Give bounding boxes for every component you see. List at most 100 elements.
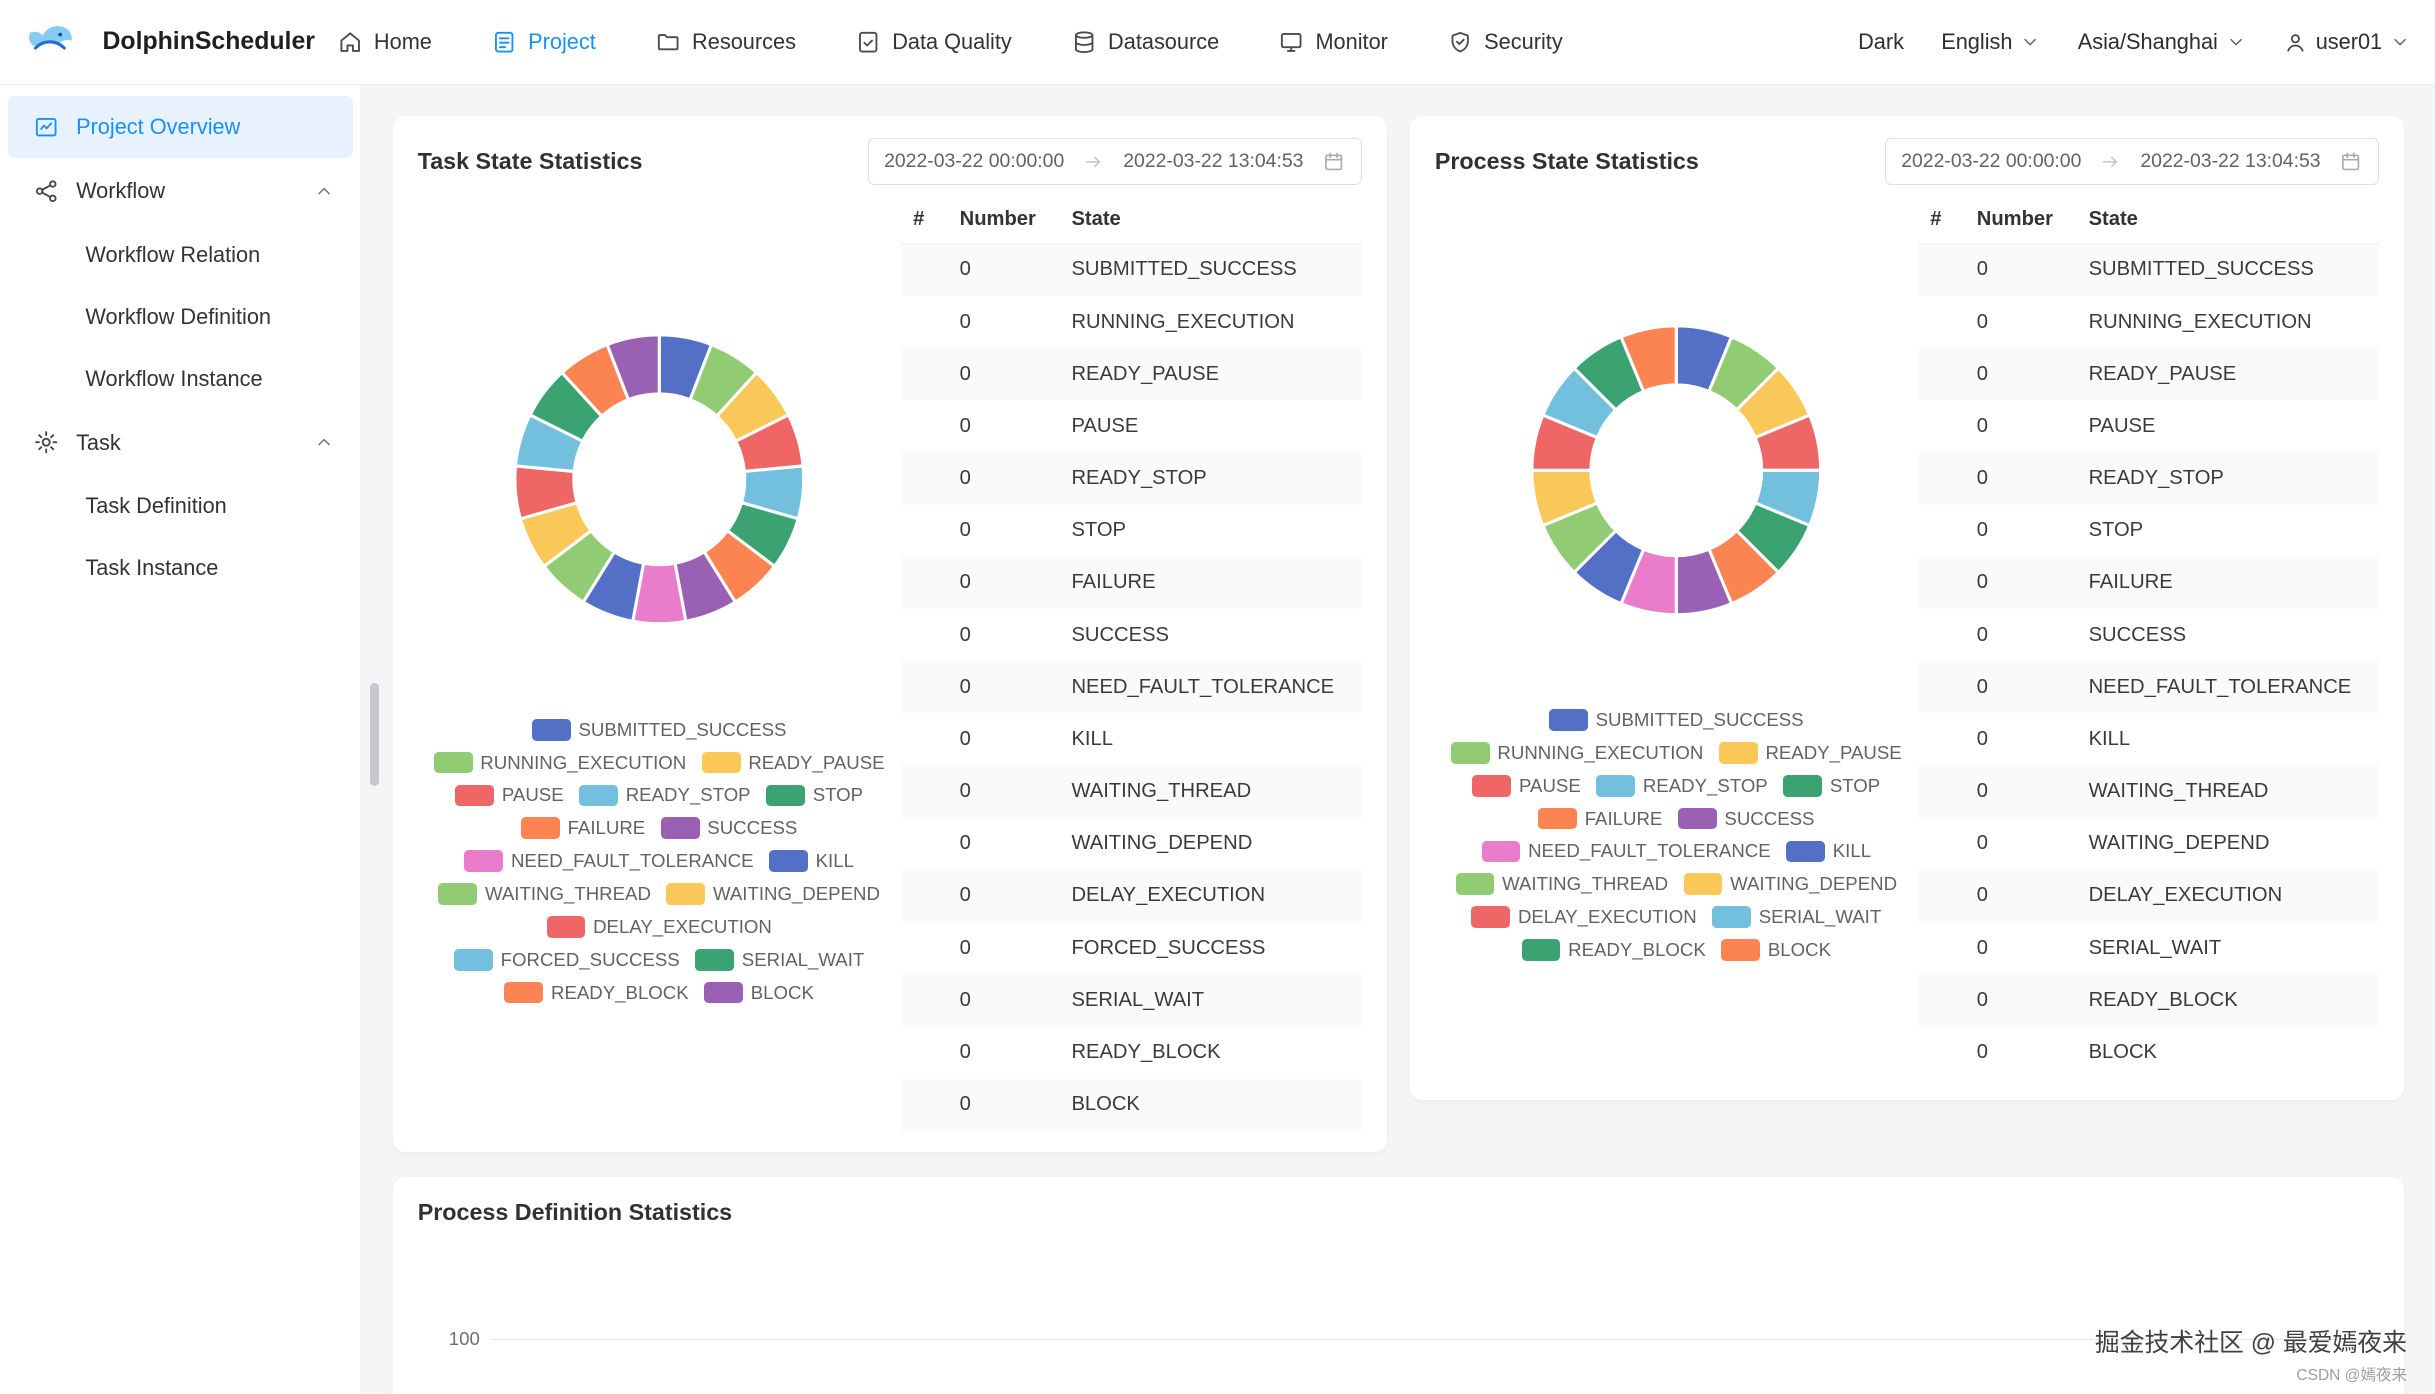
- nav-item-project[interactable]: Project: [491, 29, 596, 55]
- legend-swatch: [1472, 774, 1512, 797]
- dolphinscheduler-logo-icon: [25, 17, 90, 67]
- table-row: 0 WAITING_THREAD: [900, 765, 1362, 818]
- cell-number: 0: [1976, 571, 1988, 594]
- legend-item-ready-pause[interactable]: READY_PAUSE: [1718, 742, 1902, 764]
- table-header-row: # Number State: [900, 197, 1362, 244]
- cell-state: KILL: [1071, 727, 1113, 750]
- date-end[interactable]: 2022-03-22 13:04:53: [1123, 149, 1304, 172]
- legend-item-forced-success[interactable]: FORCED_SUCCESS: [454, 949, 680, 971]
- legend-item-stop[interactable]: STOP: [766, 784, 863, 807]
- date-end[interactable]: 2022-03-22 13:04:53: [2140, 149, 2321, 172]
- cell-number: 0: [959, 936, 971, 959]
- cell-state: SUBMITTED_SUCCESS: [2088, 258, 2314, 281]
- language-select[interactable]: English: [1941, 29, 2040, 55]
- date-start[interactable]: 2022-03-22 00:00:00: [884, 149, 1065, 172]
- legend-item-submitted-success[interactable]: SUBMITTED_SUCCESS: [531, 719, 786, 741]
- sidebar-scrollbar-thumb[interactable]: [369, 683, 379, 786]
- legend-label: READY_PAUSE: [748, 751, 885, 773]
- nav-item-security[interactable]: Security: [1447, 29, 1563, 55]
- legend-item-running-execution[interactable]: RUNNING_EXECUTION: [1450, 742, 1703, 764]
- table-row: 0 NEED_FAULT_TOLERANCE: [1917, 661, 2379, 714]
- legend-item-waiting-depend[interactable]: WAITING_DEPEND: [1683, 873, 1897, 896]
- cell-number: 0: [959, 675, 971, 698]
- sidebar-item-label: Project Overview: [76, 114, 241, 140]
- legend-swatch: [1712, 906, 1751, 929]
- legend-item-ready-pause[interactable]: READY_PAUSE: [701, 751, 885, 774]
- sidebar-item-workflow-instance[interactable]: Workflow Instance: [0, 348, 360, 410]
- nav-item-resources[interactable]: Resources: [655, 29, 796, 55]
- legend-item-ready-block[interactable]: READY_BLOCK: [1521, 939, 1706, 961]
- legend-item-need-fault-tolerance[interactable]: NEED_FAULT_TOLERANCE: [1481, 840, 1771, 863]
- theme-toggle[interactable]: Dark: [1858, 29, 1904, 55]
- sidebar-subitem-label: Task Definition: [85, 493, 227, 519]
- legend-item-failure[interactable]: FAILURE: [1538, 808, 1662, 830]
- legend-item-stop[interactable]: STOP: [1783, 775, 1880, 797]
- brand[interactable]: DolphinScheduler: [25, 17, 315, 67]
- card-header: Process State Statistics 2022-03-22 00:0…: [1435, 138, 2379, 185]
- cell-state: PAUSE: [2088, 414, 2156, 437]
- legend-item-pause[interactable]: PAUSE: [1472, 774, 1581, 797]
- legend-item-kill[interactable]: KILL: [769, 850, 854, 872]
- cell-number: 0: [959, 414, 971, 437]
- legend-item-delay-execution[interactable]: DELAY_EXECUTION: [1471, 906, 1697, 929]
- cell-number: 0: [959, 832, 971, 855]
- legend-item-block[interactable]: BLOCK: [1721, 939, 1831, 961]
- legend-item-failure[interactable]: FAILURE: [521, 817, 645, 840]
- table-header-cell: State: [1071, 208, 1121, 231]
- cell-state: SERIAL_WAIT: [1071, 988, 1205, 1011]
- legend-label: KILL: [815, 850, 854, 872]
- cell-state: FORCED_SUCCESS: [1071, 936, 1266, 959]
- nav-item-monitor[interactable]: Monitor: [1278, 29, 1388, 55]
- task-date-range-picker[interactable]: 2022-03-22 00:00:00 2022-03-22 13:04:53: [867, 138, 1362, 185]
- legend-item-submitted-success[interactable]: SUBMITTED_SUCCESS: [1549, 709, 1804, 731]
- nav-item-datasource[interactable]: Datasource: [1071, 29, 1219, 55]
- sidebar-item-workflow-relation[interactable]: Workflow Relation: [0, 224, 360, 286]
- sidebar-item-task-definition[interactable]: Task Definition: [0, 475, 360, 537]
- legend-item-block[interactable]: BLOCK: [704, 982, 814, 1004]
- user-menu[interactable]: user01: [2283, 29, 2410, 55]
- legend-item-success[interactable]: SUCCESS: [660, 817, 797, 840]
- legend-item-kill[interactable]: KILL: [1786, 840, 1871, 863]
- legend-label: FORCED_SUCCESS: [500, 948, 680, 970]
- cell-number: 0: [959, 884, 971, 907]
- legend-item-ready-stop[interactable]: READY_STOP: [1596, 775, 1768, 797]
- nav-item-label: Security: [1484, 29, 1563, 55]
- process-date-range-picker[interactable]: 2022-03-22 00:00:00 2022-03-22 13:04:53: [1884, 138, 2379, 185]
- nav-item-data-quality[interactable]: Data Quality: [855, 29, 1012, 55]
- chevron-up-icon: [314, 181, 334, 201]
- legend-item-waiting-thread[interactable]: WAITING_THREAD: [1455, 873, 1668, 896]
- sidebar-item-task-instance[interactable]: Task Instance: [0, 537, 360, 599]
- chart-column: SUBMITTED_SUCCESS RUNNING_EXECUTION READY_…: [1435, 197, 1918, 1078]
- legend-item-need-fault-tolerance[interactable]: NEED_FAULT_TOLERANCE: [464, 850, 754, 872]
- card-header: Task State Statistics 2022-03-22 00:00:0…: [418, 138, 1362, 185]
- legend-item-waiting-depend[interactable]: WAITING_DEPEND: [666, 883, 880, 905]
- sidebar-item-task[interactable]: Task: [8, 411, 353, 473]
- cell-state: KILL: [2088, 727, 2131, 750]
- sidebar-item-workflow-definition[interactable]: Workflow Definition: [0, 286, 360, 348]
- overview-icon: [33, 114, 59, 140]
- date-start[interactable]: 2022-03-22 00:00:00: [1901, 149, 2082, 172]
- cell-number: 0: [1976, 780, 1988, 803]
- legend-item-delay-execution[interactable]: DELAY_EXECUTION: [546, 916, 772, 938]
- timezone-select[interactable]: Asia/Shanghai: [2078, 29, 2246, 55]
- sidebar: Project Overview Workflow Workflow Relatio…: [0, 85, 361, 1394]
- task-state-table: # Number State 0 SUBMITTED_SUCCESS 0 RUNNING_E…: [900, 197, 1362, 1131]
- legend-label: RUNNING_EXECUTION: [480, 751, 687, 773]
- legend-item-running-execution[interactable]: RUNNING_EXECUTION: [433, 751, 687, 774]
- legend-item-pause[interactable]: PAUSE: [455, 784, 564, 807]
- nav-item-home[interactable]: Home: [337, 29, 432, 55]
- legend-swatch: [433, 751, 473, 774]
- legend-item-waiting-thread[interactable]: WAITING_THREAD: [438, 883, 651, 905]
- sidebar-item-workflow[interactable]: Workflow: [8, 160, 353, 222]
- sidebar-item-project-overview[interactable]: Project Overview: [7, 96, 353, 159]
- legend-item-serial-wait[interactable]: SERIAL_WAIT: [1712, 906, 1881, 929]
- legend-item-serial-wait[interactable]: SERIAL_WAIT: [695, 949, 864, 971]
- legend-swatch: [1450, 742, 1490, 764]
- legend-item-ready-block[interactable]: READY_BLOCK: [504, 982, 689, 1004]
- cell-number: 0: [1976, 675, 1988, 698]
- legend-item-ready-stop[interactable]: READY_STOP: [579, 784, 751, 807]
- task-state-statistics-card: Task State Statistics 2022-03-22 00:00:0…: [392, 116, 1387, 1153]
- donut-segment: [1619, 323, 1678, 394]
- legend-item-success[interactable]: SUCCESS: [1677, 808, 1814, 830]
- table-row: 0 SUCCESS: [1918, 609, 2379, 661]
